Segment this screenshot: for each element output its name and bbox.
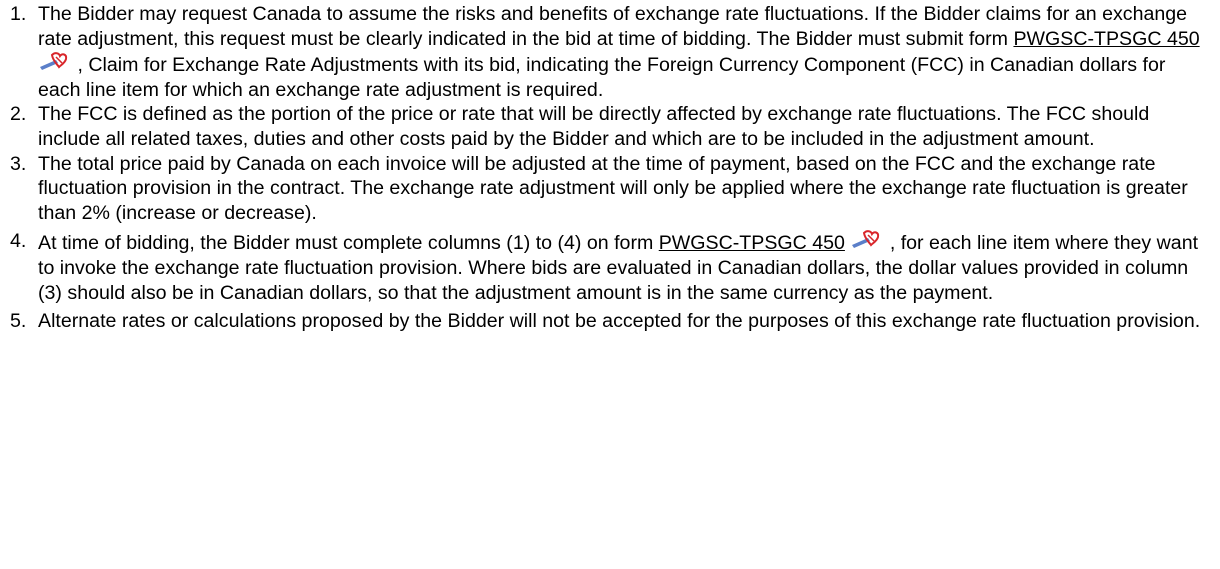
- item-text: The FCC is defined as the portion of the…: [38, 103, 1150, 150]
- list-item: 4. At time of bidding, the Bidder must co…: [0, 229, 1205, 305]
- form-link[interactable]: PWGSC-TPSGC 450: [658, 232, 845, 255]
- item-text: At time of bidding, the Bidder must comp…: [38, 232, 659, 255]
- list-item: 2. The FCC is defined as the portion of t…: [0, 102, 1205, 151]
- item-text: , for each line item where they want to …: [38, 232, 1199, 304]
- item-number: 5.: [10, 310, 27, 333]
- form-icon: [40, 52, 68, 71]
- item-text: , Claim for Exchange Rate Adjustments wi…: [38, 54, 1166, 101]
- document: 1. The Bidder may request Canada to assum…: [0, 2, 1205, 334]
- item-text: The total price paid by Canada on each i…: [38, 152, 1188, 224]
- item-number: 2.: [10, 103, 27, 126]
- item-number: 1.: [10, 3, 27, 25]
- list-item: 5. Alternate rates or calculations propos…: [0, 309, 1205, 334]
- item-number: 3.: [10, 152, 27, 175]
- list-item: 3. The total price paid by Canada on each…: [0, 152, 1205, 226]
- list-item: 1. The Bidder may request Canada to assum…: [0, 2, 1205, 102]
- form-icon: [852, 230, 880, 249]
- form-link[interactable]: PWGSC-TPSGC 450: [1013, 27, 1200, 50]
- item-number: 4.: [10, 230, 27, 253]
- item-text: The Bidder may request Canada to assume …: [38, 3, 1188, 50]
- item-text: Alternate rates or calculations proposed…: [38, 310, 1201, 333]
